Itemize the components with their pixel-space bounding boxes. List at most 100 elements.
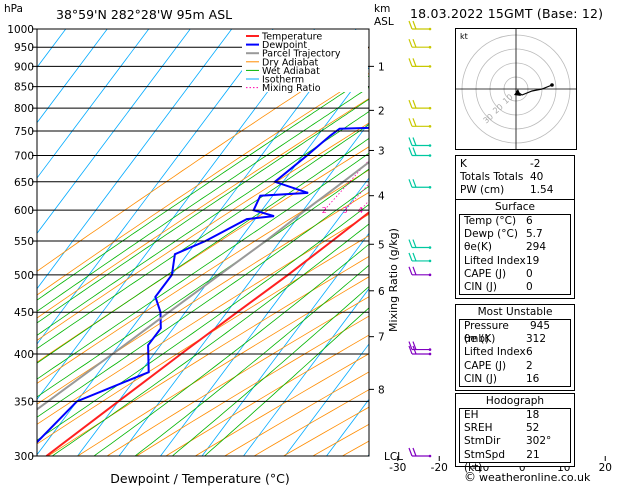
index-row: K -2 (456, 158, 574, 171)
isotherm-line (160, 177, 369, 456)
wind-barb (408, 137, 432, 147)
temperature-tick-label: 0 (519, 462, 526, 474)
most-unstable-value: 2 (526, 359, 533, 372)
hodograph-unit: kt (460, 32, 468, 41)
wind-barb (408, 99, 432, 110)
most-unstable-panel: Most Unstable Pressure (mb) 945 θe (K) 312 Li… (455, 304, 575, 391)
indices-panel: K -2 Totals Totals 40 PW (cm) 1.54 (455, 155, 575, 201)
most-unstable-row: CAPE (J) 2 (460, 360, 570, 373)
hodograph-stat-value: 52 (526, 422, 540, 435)
most-unstable-value: 945 (529, 320, 551, 332)
hodograph-stat-label: StmSpd (kt) (464, 448, 506, 474)
hodograph-ring-label: 10 (501, 92, 515, 105)
height-tick-label: 4 (378, 191, 385, 203)
dry-adiabat-line (136, 315, 369, 456)
isotherm-line (37, 29, 233, 290)
index-value: 1.54 (530, 184, 554, 197)
isotherm-line (201, 232, 369, 456)
footer: © weatheronline.co.uk (464, 470, 590, 484)
most-unstable-title: Most Unstable (477, 306, 553, 318)
hodograph-point (550, 83, 554, 87)
pressure-tick-label: 950 (14, 42, 34, 54)
wet-adiabat-line (52, 223, 369, 456)
hodograph-ring-label: 30 (481, 112, 495, 125)
most-unstable-value: 16 (526, 372, 540, 385)
legend-entry: Dewpoint (262, 40, 307, 51)
wind-barb (408, 447, 432, 458)
wet-adiabat-line (37, 98, 369, 324)
surface-table: Temp (°C) 6 Dewp (°C) 5.7 θe(K) 294 Lifted Ind… (459, 214, 571, 296)
wind-barb (408, 345, 432, 356)
isotherm-line (37, 29, 191, 234)
surface-value: 6 (526, 215, 533, 227)
mixing-ratio-label: 8 (397, 206, 402, 215)
surface-panel: Surface Temp (°C) 6 Dewp (°C) 5.7 θe(K) 294 Lif… (455, 199, 575, 300)
wet-adiabat-line (37, 111, 369, 336)
hodograph-stats-panel: Hodograph EH 18 SREH 52 StmDir 302° StmSpd (kt)… (455, 393, 575, 474)
pressure-tick-label: 1000 (7, 24, 34, 36)
wet-adiabat-line (134, 264, 369, 456)
surface-label: Lifted Index (464, 254, 526, 267)
pressure-unit: hPa (4, 3, 23, 15)
index-row: Totals Totals 40 (456, 171, 574, 184)
mixing-ratio-line (323, 159, 369, 211)
hodograph-stat-label: EH (464, 409, 479, 421)
location-label: 38°59'N 282°28'W 95m ASL (56, 7, 232, 22)
pressure-tick-label: 800 (14, 103, 34, 115)
datetime-label: 18.03.2022 15GMT (Base: 12) (410, 6, 604, 21)
wind-barb (408, 179, 432, 189)
pressure-tick-label: 850 (14, 82, 34, 94)
hodograph-stat-row: SREH 52 (460, 422, 570, 435)
surface-row: θe(K) 294 (460, 241, 570, 254)
surface-label: Temp (°C) (464, 215, 517, 227)
most-unstable-label: Pressure (mb) (464, 320, 509, 346)
wind-barb (408, 118, 432, 128)
most-unstable-label: CAPE (J) (464, 359, 507, 372)
surface-label: CAPE (J) (464, 267, 507, 280)
most-unstable-row: CIN (J) 16 (460, 373, 570, 386)
x-axis-label: Dewpoint / Temperature (°C) (110, 471, 289, 486)
wet-adiabat-line (172, 285, 369, 456)
copyright-icon: © (464, 470, 476, 484)
index-label: Totals Totals (460, 171, 524, 184)
most-unstable-label: CIN (J) (464, 372, 497, 385)
dry-adiabat-line (37, 213, 369, 425)
pressure-tick-label: 450 (14, 307, 34, 319)
hodograph-stat-value: 21 (526, 448, 540, 461)
surface-label: CIN (J) (464, 280, 497, 293)
dry-adiabat-line (165, 334, 369, 456)
hodograph-stat-label: SREH (464, 422, 493, 435)
index-row: PW (cm) 1.54 (456, 184, 574, 197)
surface-title: Surface (494, 201, 535, 213)
mixing-ratio-axis-label: Mixing Ratio (g/kg) (387, 228, 400, 332)
most-unstable-value: 312 (526, 333, 547, 346)
site-name[interactable]: weatheronline.co.uk (479, 470, 591, 484)
hodograph-trace (515, 84, 553, 96)
isotherm-line (284, 343, 369, 456)
legend-entry: Dry Adiabat (262, 57, 319, 68)
temperature-tick-label: -20 (431, 462, 448, 474)
surface-value: 0 (526, 267, 533, 280)
legend-entry: Parcel Trajectory (262, 49, 341, 60)
lcl-label: LCL (384, 451, 403, 463)
wet-adiabat-line (93, 243, 369, 456)
hodograph-stat-value: 302° (526, 435, 552, 448)
wind-barb (408, 239, 432, 249)
storm-motion-icon (514, 89, 521, 96)
most-unstable-row: Lifted Index 6 (460, 346, 570, 359)
most-unstable-row: θe (K) 312 (460, 333, 570, 346)
height-tick-label: 8 (378, 384, 385, 396)
hodograph-stat-title: Hodograph (485, 395, 545, 407)
most-unstable-label: Lifted Index (464, 346, 526, 359)
wind-barb (408, 252, 432, 263)
height-tick-label: 6 (378, 286, 385, 298)
mixing-ratio-label: 6 (380, 206, 385, 215)
dry-adiabat-line (37, 72, 369, 296)
index-value: -2 (530, 158, 541, 170)
pressure-tick-label: 350 (14, 396, 34, 408)
most-unstable-value: 6 (526, 346, 533, 359)
surface-value: 5.7 (526, 228, 543, 241)
